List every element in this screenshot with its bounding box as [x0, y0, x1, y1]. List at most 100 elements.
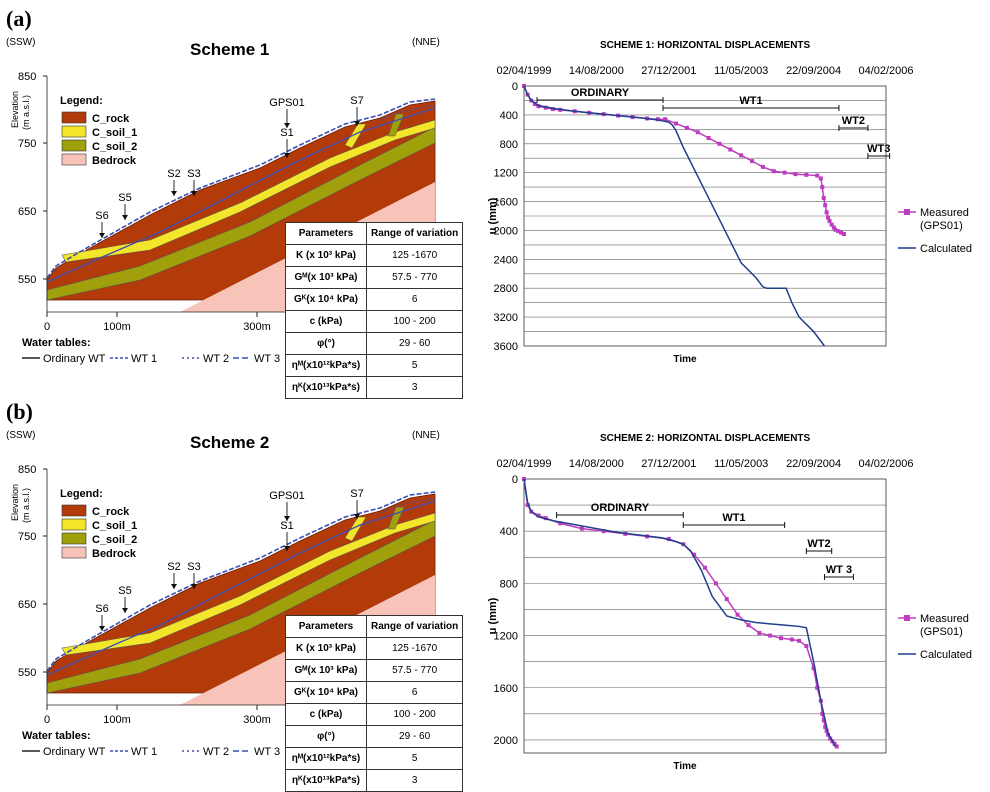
legend-swatch	[61, 546, 87, 559]
table-row: φ(°) 29 - 60	[285, 725, 464, 748]
parameter-name: K (x 10³ kPa)	[285, 244, 367, 267]
direction-left: (SSW)	[6, 37, 36, 48]
y-tick-label: 400	[500, 110, 518, 122]
layer-c-soil-1	[61, 512, 436, 656]
data-point	[768, 633, 773, 638]
elevation-axis-label: Elevation	[10, 91, 20, 128]
x-tick-label: 14/08/2000	[569, 65, 624, 77]
table-row: Gᴷ(x 10⁴ kPa) 6	[285, 681, 464, 704]
survey-point-arrow-icon	[122, 608, 128, 613]
data-point	[692, 552, 697, 557]
parameter-name: ηᴷ(x10¹³kPa*s)	[285, 769, 367, 792]
table-header-row: Parameters Range of variation	[285, 222, 464, 245]
distance-tick-label: 300m	[243, 321, 271, 333]
y-tick-label: 800	[500, 139, 518, 151]
period-label: WT2	[842, 115, 865, 127]
table-row: ηᴷ(x10¹³kPa*s) 3	[285, 376, 464, 399]
y-tick-label: 2400	[494, 254, 518, 266]
elevation-tick-label: 650	[18, 599, 36, 611]
water-table-legend-label: WT 2	[203, 353, 229, 365]
data-point	[706, 136, 711, 140]
parameter-name: φ(°)	[285, 725, 367, 748]
data-point	[821, 718, 826, 723]
data-point	[663, 117, 668, 122]
period-label: WT1	[722, 512, 745, 524]
data-point	[601, 529, 606, 534]
data-point	[717, 141, 722, 146]
survey-point-arrow-icon	[354, 121, 360, 126]
elevation-axis-label: (m a.s.l.)	[21, 488, 31, 523]
legend-label-measured: (GPS01)	[920, 220, 963, 232]
water-table-legend-label: WT 3	[254, 353, 280, 365]
legend-label: C_soil_1	[92, 520, 137, 532]
water-tables-title: Water tables:	[22, 730, 91, 742]
data-point	[782, 170, 787, 175]
data-point	[579, 526, 584, 531]
legend-title: Legend:	[60, 95, 103, 107]
legend-label: C_soil_1	[92, 127, 137, 139]
x-tick-label: 27/12/2001	[641, 458, 696, 470]
survey-point-label: S6	[95, 210, 108, 222]
direction-left: (SSW)	[6, 430, 36, 441]
period-label: WT2	[807, 538, 830, 550]
parameter-range: 5	[365, 354, 464, 377]
panel-label: (b)	[6, 399, 33, 424]
data-point	[820, 185, 825, 190]
layer-c-soil-1	[61, 119, 436, 263]
parameter-name: Parameters	[285, 222, 367, 245]
parameter-name: Gᴷ(x 10⁴ kPa)	[285, 681, 367, 704]
survey-point-arrow-icon	[191, 584, 197, 589]
table-row: Gᴹ(x 10³ kPa) 57.5 - 770	[285, 659, 464, 682]
x-tick-label: 22/09/2004	[786, 458, 841, 470]
x-tick-label: 02/04/1999	[496, 65, 551, 77]
table-row: ηᴹ(x10¹²kPa*s) 5	[285, 747, 464, 770]
parameter-range: 3	[365, 769, 464, 792]
survey-point-label: S5	[118, 192, 131, 204]
legend-label-calculated: Calculated	[920, 649, 972, 661]
legend-label: Bedrock	[92, 155, 137, 167]
legend-label-calculated: Calculated	[920, 243, 972, 255]
legend-swatch	[61, 153, 87, 166]
y-tick-label: 800	[500, 578, 518, 590]
water-table-legend-label: WT 2	[203, 746, 229, 758]
parameter-range: 125 -1670	[365, 244, 464, 267]
table-row: Gᴹ(x 10³ kPa) 57.5 - 770	[285, 266, 464, 289]
survey-point-label: GPS01	[269, 97, 304, 109]
parameter-range: 6	[365, 681, 464, 704]
data-point	[824, 210, 829, 215]
legend-label: C_soil_2	[92, 141, 137, 153]
y-axis-label: u (mm)	[487, 197, 499, 234]
series-line	[523, 85, 826, 347]
data-point	[831, 225, 836, 230]
survey-point-label: S2	[167, 561, 180, 573]
x-axis-label: Time	[673, 354, 697, 365]
chart-title: SCHEME 2: HORIZONTAL DISPLACEMENTS	[600, 433, 811, 444]
data-point	[750, 159, 755, 164]
data-point	[674, 121, 679, 126]
data-point	[536, 513, 541, 518]
parameter-name: ηᴷ(x10¹³kPa*s)	[285, 376, 367, 399]
direction-right: (NNE)	[412, 37, 440, 48]
data-point	[834, 744, 839, 749]
survey-point-label: S3	[187, 168, 200, 180]
elevation-axis-label: (m a.s.l.)	[21, 95, 31, 130]
survey-point-label: S7	[350, 95, 363, 107]
data-point	[684, 125, 689, 130]
elevation-tick-label: 850	[18, 71, 36, 83]
legend-label-measured: (GPS01)	[920, 626, 963, 638]
survey-point-label: S2	[167, 168, 180, 180]
survey-point-arrow-icon	[99, 233, 105, 238]
water-table-legend-label: WT 1	[131, 353, 157, 365]
period-label: ORDINARY	[591, 502, 650, 514]
legend-label: Bedrock	[92, 548, 137, 560]
parameter-name: ηᴹ(x10¹²kPa*s)	[285, 747, 367, 770]
y-tick-label: 1200	[494, 631, 518, 643]
parameter-table: Parameters Range of variation K (x 10³ kPa…	[285, 615, 464, 792]
x-tick-label: 02/04/1999	[496, 458, 551, 470]
data-point	[815, 173, 820, 178]
survey-point-label: S1	[280, 520, 293, 532]
y-tick-label: 0	[512, 474, 518, 486]
legend-swatch	[61, 125, 87, 138]
data-point	[842, 232, 847, 237]
y-tick-label: 2000	[494, 225, 518, 237]
